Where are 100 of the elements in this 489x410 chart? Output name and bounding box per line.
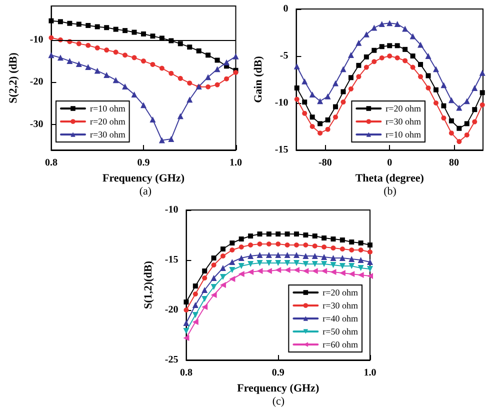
point (302, 110, 308, 116)
point (48, 18, 54, 24)
point (340, 238, 345, 242)
point (192, 319, 198, 325)
y-tick-label: -15 (164, 254, 178, 266)
point (317, 98, 324, 104)
point (177, 113, 184, 120)
legend-label: r=20 ohm (90, 116, 126, 126)
point (196, 48, 202, 54)
point (433, 100, 438, 106)
point (266, 260, 272, 266)
legend-label: r=20 ohm (322, 288, 358, 298)
point (86, 22, 91, 28)
legend-label: r=20 ohm (386, 104, 422, 114)
point (104, 25, 110, 30)
point (94, 68, 100, 74)
point (379, 55, 384, 60)
x-tick-label: 0.8 (180, 368, 192, 378)
point (205, 74, 212, 80)
point (131, 92, 138, 98)
point (76, 61, 82, 68)
legend-label: r=30 ohm (322, 300, 358, 310)
point (266, 252, 272, 258)
point (302, 100, 308, 105)
point (456, 126, 462, 131)
point (394, 21, 400, 28)
point (333, 114, 338, 120)
point (364, 64, 369, 70)
point (410, 54, 416, 58)
point (464, 98, 470, 104)
point (472, 107, 478, 112)
legend-label: r=40 ohm (322, 314, 358, 324)
point (210, 275, 217, 281)
point (363, 31, 370, 38)
point (275, 252, 282, 258)
point (275, 267, 282, 273)
point (132, 30, 137, 35)
x-tick-label: 0.9 (272, 368, 284, 378)
point (224, 76, 230, 82)
point (238, 271, 244, 277)
point (358, 272, 364, 278)
point (426, 85, 431, 90)
point (284, 260, 290, 266)
point (367, 266, 373, 272)
point (318, 121, 323, 126)
point (379, 44, 384, 50)
legend-label: r=30 ohm (386, 116, 422, 126)
y-tick-label: -5 (280, 50, 288, 62)
point (348, 271, 355, 277)
point (266, 232, 272, 236)
point (340, 246, 345, 252)
point (325, 117, 330, 122)
point (206, 84, 211, 90)
point (122, 52, 128, 58)
point (178, 41, 183, 46)
point (57, 54, 64, 61)
point (356, 74, 362, 80)
point (310, 114, 315, 120)
point (150, 34, 156, 39)
x-axis-title: Theta (degree) (355, 172, 424, 184)
point (303, 232, 308, 238)
point (340, 89, 346, 94)
point (202, 268, 208, 274)
point (230, 248, 235, 252)
point (330, 269, 336, 275)
point (192, 284, 198, 288)
point (368, 250, 372, 254)
point (294, 242, 299, 248)
point (248, 261, 254, 267)
point (86, 42, 91, 48)
point (220, 282, 226, 288)
point (348, 52, 354, 58)
point (348, 86, 354, 92)
point (480, 102, 485, 108)
point (367, 273, 373, 279)
point (294, 63, 300, 70)
point (276, 242, 281, 246)
point (168, 70, 174, 76)
y-axis-title: S(1,2)(dB) (142, 260, 154, 309)
point (248, 242, 254, 248)
point (456, 139, 462, 144)
point (312, 244, 318, 248)
point (183, 320, 190, 326)
point (257, 232, 262, 236)
point (330, 255, 336, 261)
point (257, 242, 262, 246)
point (339, 263, 346, 269)
point (132, 55, 137, 60)
point (480, 90, 485, 96)
point (150, 62, 156, 67)
point (441, 103, 446, 108)
point (472, 119, 478, 124)
point (340, 66, 346, 72)
point (325, 126, 330, 132)
point (330, 246, 336, 250)
point (112, 77, 119, 84)
point (220, 254, 226, 258)
point (224, 59, 230, 66)
y-tick-label: -20 (164, 304, 178, 316)
x-axis-title: Frequency (GHz) (237, 382, 320, 394)
